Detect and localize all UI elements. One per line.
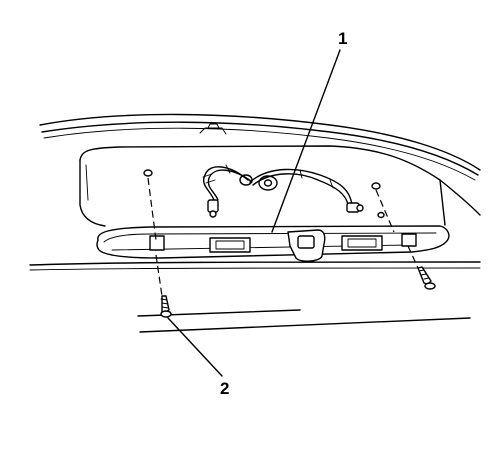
callout-1-label: 1 (338, 29, 347, 48)
callout-1-leader (271, 49, 341, 233)
screw-left (160, 295, 172, 318)
vehicle-body-outline (39, 113, 481, 181)
wiring-harness (202, 164, 364, 218)
callout-2-label: 2 (220, 379, 229, 398)
callout-2-leader (167, 317, 223, 377)
liftgate-panel (29, 145, 481, 333)
mounting-holes (143, 169, 404, 233)
screw-right (417, 266, 436, 290)
screw-axes (147, 177, 419, 297)
applique-bar (96, 225, 450, 262)
